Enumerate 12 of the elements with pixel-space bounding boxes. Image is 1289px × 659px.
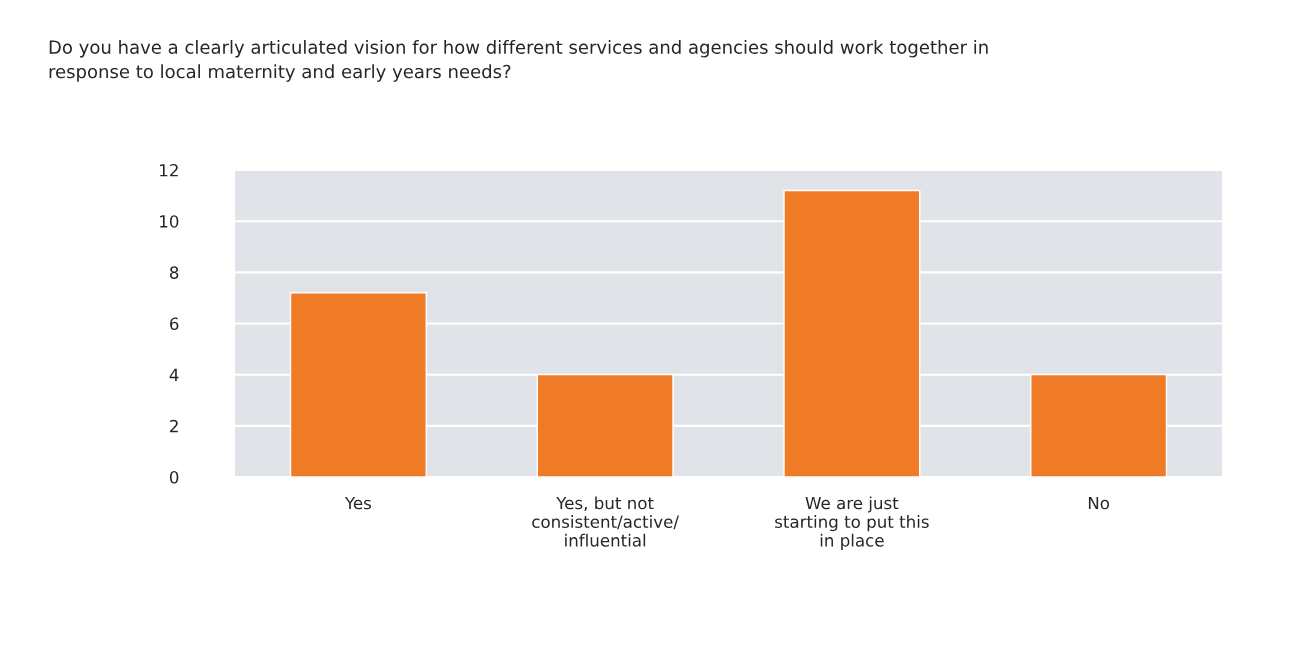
y-tick-label: 12 [160, 163, 178, 177]
y-tick-label: 10 [160, 215, 179, 228]
x-tick-label: No [1088, 496, 1110, 510]
y-tick-label: 8 [169, 266, 179, 279]
y-tick-label: 6 [170, 317, 179, 331]
y-tick-label: 4 [169, 368, 179, 381]
y-tick-label: 0 [169, 470, 179, 484]
x-tick-label: Yes, but not consistent/active/ influential [532, 496, 679, 547]
y-tick-label: 2 [170, 419, 178, 433]
x-tick-label: We are just starting to put this in place [775, 496, 929, 550]
chart-title: Do you have a clearly articulated vision for how different services and agencies should work together in response to local maternity and early years needs? [49, 40, 988, 82]
x-tick-label: Yes [344, 496, 372, 510]
